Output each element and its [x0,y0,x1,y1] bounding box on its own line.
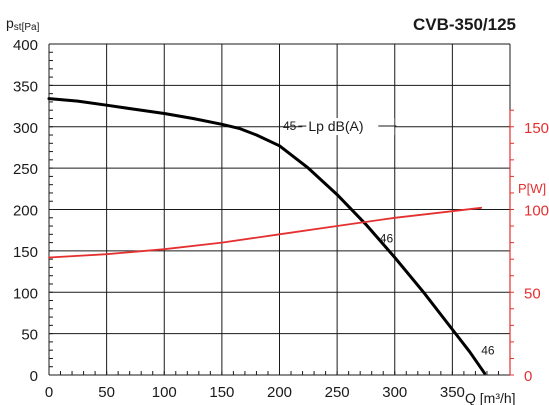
y-tick-label: 0 [30,368,38,385]
x-tick-label: 250 [325,384,350,401]
pressure-curve [47,97,487,375]
y2-tick-label: 50 [524,285,541,302]
grid [48,43,514,376]
y-tick-label: 150 [13,244,38,261]
annotation-number: 45 [283,119,297,133]
y-tick-label: 350 [13,78,38,95]
y-axis-label-unit: [Pa] [22,22,40,33]
annotation-bg [302,118,395,136]
x-tick-label: 300 [382,384,407,401]
y2-axis-label: P[W] [518,181,546,196]
x-tick-label: 350 [440,384,465,401]
y2-tick-label: 0 [524,368,532,385]
y-axis-label: pst[Pa] [6,15,40,33]
power-curve [48,206,483,259]
chart-title: CVB-350/125 [413,15,516,34]
y-tick-label: 200 [13,203,38,220]
annotations: 45 Lp dB(A) 46 46 [283,118,495,357]
annotation-number: 46 [481,343,495,357]
tick-labels: 0 50 100 150 200 250 300 350 0 50 100 150 200 250 300 3… [13,37,549,401]
y-tick-label: 100 [13,285,38,302]
y-tick-label: 250 [13,161,38,178]
annotation-number: 46 [380,232,394,246]
y2-tick-label: 150 [524,120,549,137]
x-tick-label: 0 [45,384,53,401]
y2-tick-label: 100 [524,203,549,220]
series-layer [47,97,487,375]
y-axis-label-sub: st [14,22,22,33]
annotation-label: Lp dB(A) [308,118,363,134]
y-tick-label: 400 [13,37,38,54]
x-tick-label: 150 [209,384,234,401]
y-tick-label: 300 [13,120,38,137]
x-tick-label: 200 [267,384,292,401]
y-tick-label: 50 [21,327,38,344]
x-axis-label: Q [m³/h] [465,390,516,405]
x-tick-label: 100 [152,384,177,401]
x-tick-label: 50 [98,384,115,401]
y-axis-label-main: p [6,15,14,31]
